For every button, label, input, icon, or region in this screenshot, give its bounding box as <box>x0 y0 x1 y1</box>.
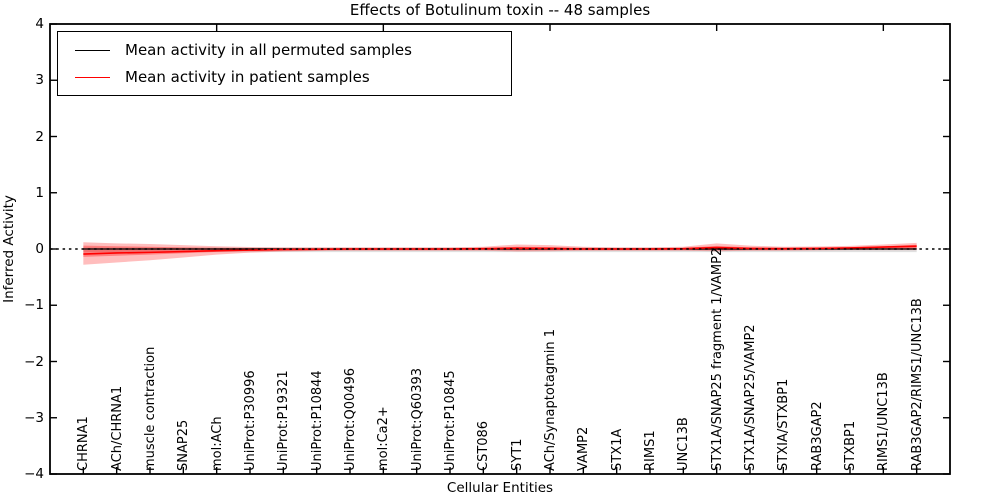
patient-line-sample <box>75 76 110 78</box>
x-axis-label: Cellular Entities <box>446 480 554 496</box>
x-tick-label: UniProt:Q00496 <box>343 367 358 471</box>
x-tick-label: UniProt:Q60393 <box>409 367 425 471</box>
axes-frame-layer <box>49 23 951 475</box>
x-tick-label: STX1A <box>609 428 625 471</box>
legend-label-patient: Mean activity in patient samples <box>125 68 370 86</box>
x-tick-label: STXBP1 <box>843 420 858 471</box>
x-tick-label: ACh/Synaptotagmin 1 <box>543 328 558 471</box>
patient-mean-line <box>83 245 917 255</box>
x-tick-label: UniProt:P30996 <box>243 370 258 471</box>
x-tick-label: CST086 <box>476 420 492 471</box>
x-tick-label: muscle contraction <box>143 346 158 471</box>
legend-entry-permuted: Mean activity in all permuted samples <box>58 41 511 59</box>
x-tick-label: SYT1 <box>509 438 525 471</box>
x-tick-label: UNC13B <box>676 417 692 471</box>
x-tick-label: UniProt:P10845 <box>443 370 458 471</box>
x-tick-label: RIMS1 <box>643 430 658 471</box>
y-tick-label: 1 <box>35 184 44 201</box>
legend-label-permuted: Mean activity in all permuted samples <box>125 41 412 59</box>
x-tick-label: CHRNA1 <box>76 416 92 471</box>
x-tick-label: VAMP2 <box>576 426 592 471</box>
series-lines-layer <box>50 245 950 255</box>
x-tick-label: SNAP25 <box>176 419 192 471</box>
y-tick-label: −4 <box>24 466 44 482</box>
y-tick-label: 4 <box>35 16 44 32</box>
x-tick-label: RAB3GAP2 <box>809 401 825 471</box>
x-tick-label: STX1A/SNAP25 fragment 1/VAMP2 <box>709 247 725 471</box>
x-tick-label: RAB3GAP2/RIMS1/UNC13B <box>909 298 925 471</box>
std-bands-layer <box>83 242 917 265</box>
x-tick-label: mol:Ca2+ <box>376 406 392 471</box>
y-tick-label: −2 <box>24 353 44 370</box>
legend-box: Mean activity in all permuted samples Me… <box>57 31 512 96</box>
x-tick-label: UniProt:P19321 <box>276 370 292 471</box>
x-tick-label: STXIA/STXBP1 <box>776 378 792 471</box>
x-tick-label: UniProt:P10844 <box>309 370 325 471</box>
y-tick-label: −3 <box>24 409 44 426</box>
x-tick-label: RIMS1/UNC13B <box>876 372 892 471</box>
y-tick-label: −1 <box>24 297 44 314</box>
x-tick-label: ACh/CHRNA1 <box>109 385 125 471</box>
y-tick-label: 3 <box>35 72 44 89</box>
legend-entry-patient: Mean activity in patient samples <box>58 68 511 86</box>
x-tick-label: STX1A/SNAP25/VAMP2 <box>743 324 758 471</box>
permuted-line-sample <box>75 49 110 51</box>
patient-std-outer-band <box>83 242 917 265</box>
y-tick-label: 2 <box>35 128 44 145</box>
chart-title: Effects of Botulinum toxin -- 48 samples <box>349 1 651 19</box>
y-tick-label: 0 <box>35 241 44 257</box>
x-tick-label: mol:ACh <box>209 416 225 471</box>
